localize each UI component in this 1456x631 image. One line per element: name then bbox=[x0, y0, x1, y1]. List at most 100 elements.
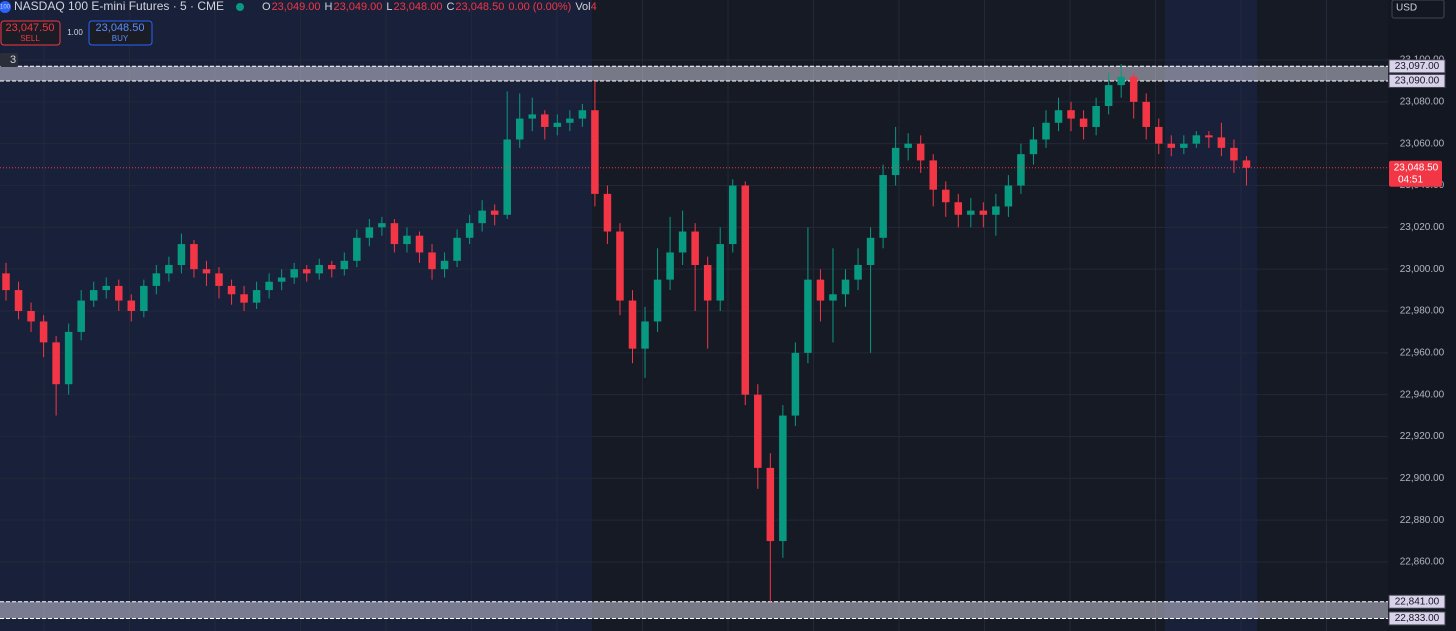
level-label: 23,097.00 bbox=[1395, 61, 1440, 72]
candle-body bbox=[415, 235, 424, 253]
candle-body bbox=[52, 342, 60, 385]
candle-body bbox=[1230, 147, 1238, 161]
y-tick-label: 22,980.00 bbox=[1400, 306, 1445, 317]
level-label: 22,833.00 bbox=[1395, 613, 1440, 624]
candle-body bbox=[190, 244, 198, 270]
candle-body bbox=[440, 260, 449, 270]
candle-body bbox=[1042, 122, 1050, 140]
candle-body bbox=[941, 189, 950, 203]
y-tick-label: 22,960.00 bbox=[1400, 347, 1445, 358]
top-layer: 100 NASDAQ 100 E-mini Futures · 5 · CME … bbox=[0, 0, 1445, 67]
candle-body bbox=[891, 147, 900, 176]
ohlc-key: H bbox=[325, 1, 333, 13]
candle-body bbox=[1217, 137, 1226, 148]
vertical-grid bbox=[43, 0, 1327, 631]
ohlc: O 23,049.00 H 23,049.00 L 23,048.00 C 23,048.50… bbox=[262, 1, 597, 13]
candle-body bbox=[503, 139, 511, 215]
candle-body bbox=[1004, 185, 1013, 207]
candle-body bbox=[1242, 160, 1251, 168]
ohlc-value: 23,049.00 bbox=[333, 1, 382, 13]
symbol: NASDAQ 100 E-mini Futures · 5 · CME bbox=[14, 0, 224, 13]
ohlc-value: 23,049.00 bbox=[272, 1, 321, 13]
candle-body bbox=[954, 202, 963, 215]
candle-body bbox=[578, 110, 587, 119]
y-tick-label: 23,060.00 bbox=[1400, 138, 1445, 149]
candle-body bbox=[1029, 139, 1038, 155]
y-tick-label: 22,860.00 bbox=[1400, 557, 1445, 568]
indicator-toggle[interactable] bbox=[0, 53, 18, 67]
candle-body bbox=[879, 175, 887, 238]
candle-body bbox=[290, 269, 298, 278]
candle-body bbox=[603, 193, 612, 232]
candle-body bbox=[929, 160, 937, 190]
candle-body bbox=[528, 114, 537, 119]
ohlc-key: O bbox=[262, 1, 271, 13]
candle-body bbox=[992, 206, 1000, 215]
candle-body bbox=[378, 223, 386, 228]
candle-body bbox=[791, 352, 800, 416]
candle-body bbox=[453, 237, 461, 261]
level-label-box bbox=[1388, 73, 1446, 88]
candle-body bbox=[741, 185, 750, 395]
candle-body bbox=[152, 273, 161, 286]
candle-body bbox=[39, 321, 48, 343]
candle-body bbox=[89, 290, 98, 301]
level-label-box bbox=[1388, 611, 1446, 626]
candle-body bbox=[904, 143, 912, 148]
candle-body bbox=[1017, 154, 1025, 186]
candle-body bbox=[728, 185, 737, 245]
candle-body bbox=[967, 210, 975, 215]
buy-label: BUY bbox=[112, 34, 129, 43]
candle-body bbox=[1167, 143, 1176, 148]
candle-body bbox=[691, 231, 699, 265]
candle-body bbox=[1205, 135, 1213, 138]
candle-body bbox=[829, 294, 837, 301]
candle-body bbox=[365, 227, 374, 238]
sell-label: SELL bbox=[20, 34, 40, 43]
candle-body bbox=[1104, 85, 1113, 107]
candle-body bbox=[478, 210, 486, 224]
buy-button[interactable] bbox=[88, 20, 153, 46]
currency-box[interactable] bbox=[1391, 0, 1445, 19]
candle-body bbox=[140, 285, 148, 312]
candle-body bbox=[1180, 143, 1188, 148]
level-zone bbox=[0, 66, 1388, 81]
candle-body bbox=[566, 118, 574, 123]
level-label-box bbox=[1388, 59, 1446, 74]
ohlc-key: C bbox=[446, 1, 454, 13]
sell-price: 23,047.50 bbox=[6, 22, 55, 34]
candle-body bbox=[854, 264, 862, 280]
candle-body bbox=[1117, 76, 1125, 86]
candle-body bbox=[1192, 135, 1201, 144]
candle-body bbox=[390, 223, 399, 245]
level-label: 22,841.00 bbox=[1395, 596, 1440, 607]
buy-price: 23,048.50 bbox=[96, 22, 145, 34]
candle-body bbox=[77, 300, 85, 332]
candle-body bbox=[302, 269, 311, 274]
candle-body bbox=[1129, 76, 1138, 102]
candle-body bbox=[202, 269, 211, 274]
ohlc-value: 23,048.50 bbox=[455, 1, 504, 13]
plot bbox=[0, 59, 1388, 619]
candle-body bbox=[353, 237, 361, 261]
candle-body bbox=[616, 231, 624, 301]
y-tick-label: 23,080.00 bbox=[1400, 96, 1445, 107]
candle-body bbox=[628, 300, 637, 349]
sell-button[interactable] bbox=[0, 20, 61, 46]
candle-body bbox=[703, 264, 712, 301]
candle-body bbox=[979, 210, 988, 215]
candle-body bbox=[591, 110, 599, 194]
candle-body bbox=[666, 252, 674, 280]
y-tick-label: 23,020.00 bbox=[1400, 222, 1445, 233]
candle-body bbox=[328, 264, 336, 270]
candle-body bbox=[804, 279, 812, 353]
last-price-box bbox=[1389, 160, 1442, 187]
candle-body bbox=[541, 114, 549, 127]
last-price-label: 23,048.50 bbox=[1394, 162, 1439, 173]
y-tick-label: 23,000.00 bbox=[1400, 264, 1445, 275]
candle-body bbox=[215, 273, 223, 286]
axis-labels: 22,860.00 22,880.00 22,900.00 22,920.00 22,9… bbox=[1388, 55, 1446, 626]
session-shade bbox=[0, 0, 592, 631]
candle-body bbox=[1054, 110, 1063, 123]
session-shade bbox=[1165, 0, 1257, 631]
